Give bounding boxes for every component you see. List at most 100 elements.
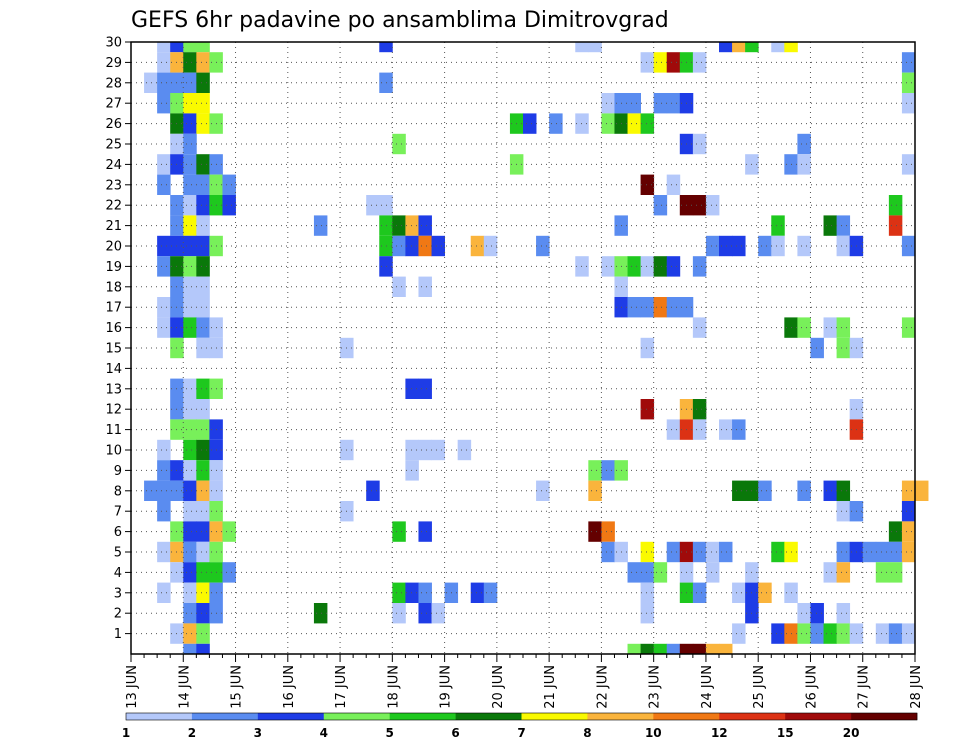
colorbar-swatch (455, 713, 522, 720)
colorbar-swatch (389, 713, 456, 720)
heatmap-cell (640, 297, 655, 318)
heatmap-cell (575, 42, 589, 53)
heatmap-cell (836, 480, 851, 501)
heatmap-cell (601, 93, 615, 114)
heatmap-cell (836, 603, 851, 624)
heatmap-cell (823, 215, 837, 236)
y-tick-label: 28 (105, 76, 122, 91)
heatmap-cell (901, 235, 916, 257)
heatmap-cell (692, 541, 707, 563)
heatmap-cell (392, 603, 406, 624)
heatmap-cell (157, 501, 171, 522)
heatmap-cell (705, 541, 720, 563)
heatmap-cell (692, 256, 707, 277)
heatmap-cell (666, 52, 681, 73)
colorbar-swatch (785, 713, 852, 720)
heatmap-cell (758, 480, 772, 501)
heatmap-cell (771, 235, 785, 257)
y-tick-label: 7 (114, 505, 122, 520)
heatmap-cell (418, 215, 432, 236)
heatmap-cell (183, 419, 197, 440)
heatmap-cell (183, 623, 197, 644)
y-tick-label: 1 (114, 627, 122, 642)
heatmap-cell (196, 154, 210, 175)
y-tick-label: 18 (105, 280, 122, 295)
heatmap-cell (418, 235, 432, 257)
heatmap-cell (536, 235, 550, 257)
heatmap-cell (196, 399, 210, 420)
colorbar-swatch (521, 713, 588, 720)
x-axis: 13 JUN 14 JUN 15 JUN 16 JUN 17 JUN 18 JUN 19 J… (125, 654, 924, 709)
colorbar-tick-label: 5 (386, 726, 394, 740)
heatmap-cell (157, 235, 171, 257)
heatmap-cell (705, 643, 720, 654)
colorbar-legend: 1 2 3 4 5 6 7 8 10 12 15 20 (122, 712, 918, 740)
heatmap-cell (222, 174, 236, 195)
heatmap-cell (588, 480, 602, 501)
heatmap-cell (601, 460, 615, 481)
heatmap-cell (692, 582, 707, 603)
heatmap-cell (758, 582, 772, 603)
heatmap-cell (183, 582, 197, 603)
heatmap-cell (719, 419, 733, 440)
heatmap-cell (183, 480, 197, 501)
heatmap-cell (679, 643, 694, 654)
y-axis: 1234567891011121314151617181920212223242… (105, 36, 131, 642)
heatmap-cell (653, 643, 668, 654)
heatmap-cell (196, 623, 210, 644)
heatmap-cell (549, 113, 563, 134)
heatmap-cell (901, 72, 916, 93)
heatmap-cell (915, 480, 929, 501)
heatmap-cell (666, 174, 681, 195)
heatmap-cell (823, 480, 837, 501)
heatmap-cell (640, 337, 655, 359)
heatmap-cell (196, 256, 210, 277)
heatmap-cell (183, 42, 197, 53)
colorbar-frame (125, 712, 918, 721)
heatmap-cell (157, 256, 171, 277)
heatmap-cell (196, 215, 210, 236)
heatmap-cell (640, 603, 655, 624)
heatmap-cell (901, 501, 916, 522)
heatmap-cell (823, 623, 837, 644)
heatmap-cell (470, 235, 485, 257)
heatmap-cell (836, 623, 851, 644)
heatmap-cell (196, 562, 210, 583)
colorbar-swatch (851, 713, 918, 720)
heatmap-cell (692, 317, 707, 338)
colorbar-tick-label: 3 (254, 726, 262, 740)
heatmap-cell (627, 93, 641, 114)
heatmap-cell (196, 480, 210, 501)
heatmap-cell (157, 317, 171, 338)
heatmap-cell (157, 52, 171, 73)
heatmap-cell (196, 582, 210, 603)
y-tick-label: 19 (105, 260, 122, 275)
heatmap-cell (183, 603, 197, 624)
heatmap-cell (431, 439, 445, 461)
x-tick-label: 22 JUN (595, 665, 610, 709)
heatmap-cell (640, 562, 655, 583)
x-tick-label: 17 JUN (334, 665, 349, 709)
heatmap-cell (862, 541, 877, 563)
y-tick-label: 9 (114, 464, 122, 479)
heatmap-cell (418, 603, 432, 624)
heatmap-cell (601, 521, 615, 542)
heatmap-cell (183, 174, 197, 195)
heatmap-cell (732, 42, 746, 53)
y-tick-label: 15 (105, 342, 122, 357)
heatmap-cell (666, 541, 681, 563)
heatmap-cell (588, 460, 602, 481)
y-tick-label: 20 (105, 240, 122, 255)
heatmap-cell (888, 541, 903, 563)
heatmap-cell (732, 480, 746, 501)
y-tick-label: 29 (105, 56, 122, 71)
heatmap-cell (157, 541, 171, 563)
y-tick-label: 12 (105, 403, 122, 418)
heatmap-cell (836, 337, 851, 359)
heatmap-cell (183, 562, 197, 583)
colorbar-tick-label: 1 (122, 726, 130, 740)
heatmap-cell (653, 195, 668, 216)
heatmap-cell (183, 317, 197, 338)
heatmap-cell (196, 93, 210, 114)
heatmap-cell (901, 52, 916, 73)
